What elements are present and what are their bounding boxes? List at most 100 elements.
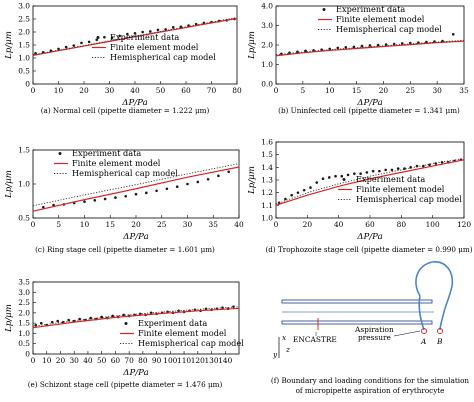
x-tick-label: 0 (274, 220, 279, 229)
legend-marker (58, 152, 62, 155)
x-axis-label: ΔP/Pa (356, 232, 382, 242)
legend-label: Experiment data (356, 174, 425, 184)
y-tick-label: 0.5 (18, 339, 30, 348)
data-point (67, 318, 71, 322)
legend-label: Finite element model (138, 328, 227, 338)
x-axis-label: ΔP/Pa (122, 232, 148, 242)
data-point (149, 30, 152, 33)
data-point (309, 186, 312, 189)
y-tick-label: 2.5 (18, 298, 30, 307)
data-point (64, 45, 68, 49)
data-point (155, 189, 158, 193)
data-point (396, 167, 400, 170)
data-point (134, 192, 138, 196)
point-b-label: B (436, 337, 443, 346)
chart-panels: 0 10 20 30 40 50 60 70 8000.51.01.52.02.53.0ΔP/P… (4, 2, 473, 390)
data-point (346, 173, 350, 177)
x-tick-label: 140 (218, 356, 232, 365)
cell-outline (415, 261, 454, 331)
x-tick-label: 120 (457, 220, 471, 229)
legend-label: Hemispherical cap model (72, 168, 178, 178)
legend-label: Hemispherical cap model (138, 338, 244, 348)
data-point (126, 32, 129, 36)
x-axis-label: x (282, 333, 287, 342)
y-tick-label: 0 (25, 350, 30, 359)
data-point (451, 32, 455, 36)
x-tick-label: 80 (138, 356, 148, 365)
y-tick-label: 1.6 (261, 138, 273, 147)
y-tick-label: 0.5 (18, 214, 30, 223)
x-tick-label: 0 (274, 86, 279, 95)
x-tick-label: 100 (426, 220, 440, 229)
x-tick-label: 110 (177, 356, 191, 365)
x-tick-label: 60 (365, 220, 375, 229)
data-point (56, 319, 60, 323)
data-point (165, 187, 169, 191)
y-tick-label: 1.0 (261, 60, 273, 69)
boundary-conditions-diagram: x y z ENCASTRE Aspiration pressure A B (… (271, 261, 469, 395)
x-tick-label: 50 (156, 86, 166, 95)
data-point (145, 191, 148, 195)
legend-label: Finite element model (356, 184, 445, 194)
y-tick-label: 1.3 (261, 176, 273, 185)
hemispherical-cap-line (32, 16, 238, 56)
x-tick-label: 130 (204, 356, 218, 365)
y-tick-label: 1.4 (261, 163, 273, 172)
data-point (321, 177, 325, 181)
y-axis-label: Lp/μm (247, 166, 257, 195)
x-tick-label: 15 (352, 86, 362, 95)
x-tick-label: 35 (209, 220, 219, 229)
data-point (100, 315, 103, 319)
x-tick-label: 10 (42, 356, 52, 365)
data-point (217, 174, 220, 178)
y-tick-label: 4.0 (261, 2, 273, 11)
legend-marker (342, 178, 346, 181)
y-axis-label: y (272, 350, 278, 359)
legend-marker (96, 36, 100, 39)
data-point (93, 199, 97, 202)
chart-panel-0: 0 10 20 30 40 50 60 70 80 0 0.5 1.0 1.5 2.0 2.5 3.0 ΔP/P… (4, 2, 242, 116)
aspiration-label-line1: Aspiration (354, 325, 394, 334)
y-tick-label: 0.5 (18, 67, 30, 76)
y-tick-label: 3.0 (261, 21, 273, 30)
plot-frame (32, 281, 240, 355)
chart-panel-3: 0 20 40 60 80 100 120 1.0 1.1 1.2 1.3 1.4 1.5 1.6 ΔP/P… (247, 138, 473, 255)
legend-label: Hemispherical cap model (356, 194, 462, 204)
y-tick-label: 1.0 (18, 54, 30, 63)
data-point (61, 320, 65, 324)
pipette-bottom-wall (281, 320, 433, 325)
x-tick-label: 50 (97, 356, 107, 365)
chart-panel-2: 0 5 10 15 20 25 30 35 40 0.5 1.0 1.5 ΔP/Pa Lp/μm Exper… (4, 146, 244, 255)
data-point (384, 168, 387, 172)
finite-element-line (32, 17, 238, 56)
x-tick-label: 100 (163, 356, 177, 365)
data-point (296, 191, 300, 194)
data-point (124, 194, 127, 198)
x-tick-label: 40 (234, 220, 244, 229)
x-tick-label: 60 (111, 356, 121, 365)
y-tick-label: 0.0 (261, 80, 273, 89)
x-axis-label: ΔP/Pa (122, 368, 148, 378)
legend-label: Experiment data (138, 318, 207, 328)
y-axis-label: Lp/μm (4, 304, 14, 333)
x-tick-label: 0 (31, 86, 36, 95)
x-tick-label: 10 (80, 220, 90, 229)
data-point (365, 171, 369, 174)
point-a-marker (420, 327, 428, 335)
data-point (336, 46, 340, 50)
y-axis-label: Lp/μm (4, 170, 14, 199)
data-point (344, 46, 348, 49)
data-point (133, 32, 137, 35)
y-tick-label: 2.0 (261, 41, 273, 50)
x-tick-label: 10 (325, 86, 335, 95)
x-tick-label: 5 (301, 86, 306, 95)
x-tick-label: 20 (56, 356, 66, 365)
data-point (103, 35, 106, 39)
y-tick-label: 3.0 (18, 2, 30, 11)
point-a-label: A (420, 337, 426, 346)
y-tick-label: 0 (25, 80, 30, 89)
y-tick-label: 1.5 (18, 319, 30, 328)
